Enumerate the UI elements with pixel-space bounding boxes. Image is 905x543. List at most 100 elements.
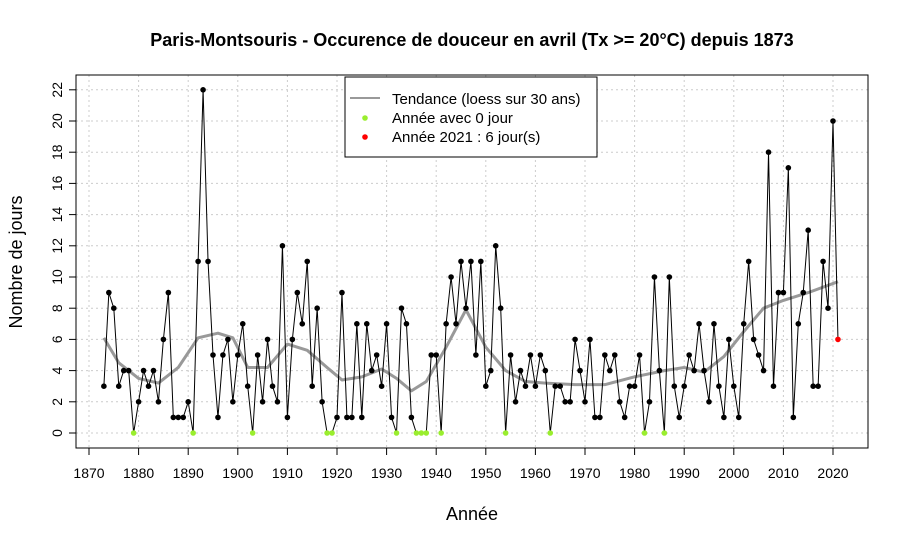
data-point	[825, 305, 831, 312]
data-point	[344, 414, 350, 421]
data-point	[368, 367, 375, 374]
data-point	[582, 399, 588, 405]
data-point	[795, 321, 802, 327]
data-point-zero	[418, 430, 425, 436]
data-point	[373, 352, 380, 358]
legend-trend-label: Tendance (loess sur 30 ans)	[392, 91, 580, 108]
x-tick-label: 2000	[718, 465, 749, 481]
data-point	[408, 414, 415, 421]
data-point	[611, 352, 618, 358]
data-point	[220, 352, 226, 358]
data-point	[696, 321, 702, 327]
data-point	[334, 414, 340, 421]
data-point	[681, 383, 687, 390]
data-point-zero	[502, 430, 509, 436]
data-point	[572, 336, 578, 343]
data-point	[155, 399, 162, 405]
data-point	[487, 367, 494, 374]
data-point	[765, 149, 772, 155]
data-point	[780, 289, 787, 296]
data-point	[269, 383, 276, 390]
data-point	[195, 258, 201, 265]
data-point	[388, 414, 395, 421]
data-point	[552, 383, 559, 390]
data-point	[492, 243, 499, 249]
data-point	[468, 258, 474, 265]
data-point	[458, 258, 464, 265]
data-point	[294, 289, 301, 296]
data-point	[557, 383, 563, 390]
data-point	[740, 321, 747, 327]
y-axis-label: Nombre de jours	[6, 195, 26, 328]
data-point	[686, 352, 692, 358]
data-point	[165, 289, 172, 296]
data-point	[507, 352, 514, 358]
legend-zero-swatch	[362, 115, 368, 121]
data-point	[339, 289, 345, 296]
data-point	[592, 414, 598, 421]
y-tick-label: 22	[49, 82, 65, 98]
data-point	[160, 336, 167, 343]
data-point	[254, 352, 261, 358]
data-point	[170, 414, 177, 421]
data-point	[726, 336, 732, 343]
data-point	[274, 399, 281, 405]
data-point	[135, 399, 142, 405]
data-point	[180, 414, 187, 421]
data-point	[735, 414, 742, 421]
x-tick-label: 1900	[222, 465, 253, 481]
data-point	[398, 305, 405, 312]
x-tick-label: 1920	[321, 465, 352, 481]
x-tick-label: 1970	[569, 465, 600, 481]
legend-box	[344, 76, 598, 158]
x-axis-label: Année	[446, 504, 498, 524]
data-point-zero	[190, 430, 196, 436]
y-tick-label: 0	[49, 429, 65, 437]
y-tick-label: 20	[49, 113, 65, 129]
data-point	[537, 352, 544, 358]
data-point	[532, 383, 539, 390]
data-point	[597, 414, 603, 421]
data-point-zero	[130, 430, 137, 436]
data-point-zero	[438, 430, 444, 436]
data-point	[120, 367, 127, 374]
data-point	[701, 367, 707, 374]
data-point	[542, 367, 549, 374]
y-tick-label: 8	[49, 304, 65, 312]
data-point	[463, 305, 469, 312]
data-point	[319, 399, 325, 405]
data-point	[830, 118, 836, 124]
data-point	[225, 336, 231, 343]
data-point	[383, 321, 390, 327]
data-point	[205, 258, 211, 265]
x-tick-label: 1870	[73, 465, 104, 481]
x-tick-label: 1960	[520, 465, 551, 481]
data-point	[562, 399, 568, 405]
data-point	[711, 321, 717, 327]
y-tick-label: 4	[49, 366, 65, 374]
data-point	[453, 321, 459, 327]
data-point	[706, 399, 712, 405]
data-point	[244, 383, 251, 390]
data-point	[651, 274, 658, 280]
data-point	[636, 352, 643, 358]
data-point	[770, 383, 777, 390]
data-point	[299, 321, 306, 327]
data-point-zero	[413, 430, 420, 436]
data-point	[140, 367, 147, 374]
data-point	[616, 399, 623, 405]
legend: Tendance (loess sur 30 ans) Année avec 0…	[344, 76, 598, 158]
data-point	[448, 274, 454, 280]
data-point	[750, 336, 757, 343]
data-point	[626, 383, 633, 390]
data-point-zero	[423, 430, 430, 436]
data-point-zero	[329, 430, 335, 436]
data-point	[111, 305, 117, 312]
y-tick-label: 2	[49, 398, 65, 406]
data-point-highlight	[835, 336, 841, 343]
data-point	[666, 274, 673, 280]
data-point	[264, 336, 271, 343]
y-tick-label: 12	[49, 238, 65, 254]
data-point-zero	[661, 430, 668, 436]
